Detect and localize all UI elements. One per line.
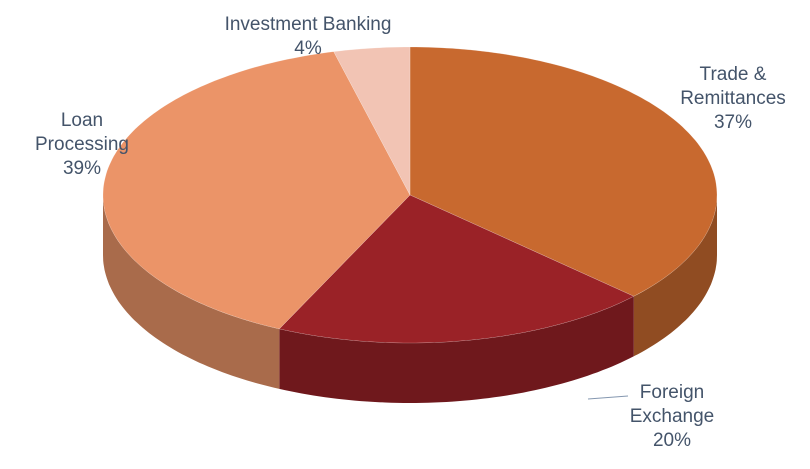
slice-side xyxy=(279,296,634,403)
slice-label: Foreign Exchange xyxy=(630,382,715,427)
slice-label: Loan Processing xyxy=(35,110,129,155)
slice xyxy=(333,46,411,196)
slice-value-label: 37% xyxy=(714,112,752,133)
slice-value-label: 20% xyxy=(653,430,691,451)
slice-label: Investment Banking xyxy=(225,14,392,35)
leader-line xyxy=(587,395,629,400)
slice-side xyxy=(633,195,717,357)
slice xyxy=(409,46,718,297)
slice-value-label: 39% xyxy=(63,158,101,179)
slice-side xyxy=(103,195,280,389)
slice xyxy=(278,194,635,344)
slice-label: Trade & Remittances xyxy=(680,64,786,109)
slice xyxy=(102,51,411,330)
slice-value-label: 4% xyxy=(294,38,322,59)
